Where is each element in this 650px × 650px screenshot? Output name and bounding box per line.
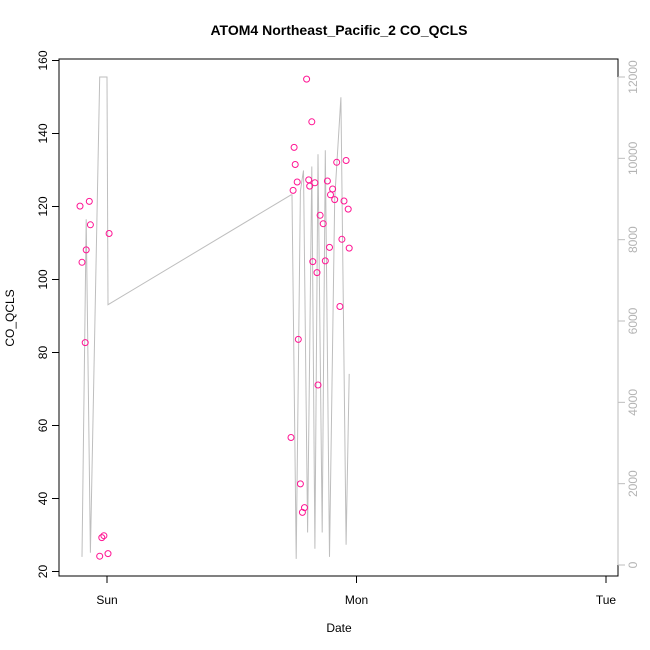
y2-tick-label: 10000	[626, 141, 640, 175]
data-point	[290, 143, 298, 151]
y2-tick-label: 6000	[626, 307, 640, 334]
data-point	[296, 480, 304, 488]
data-point	[86, 221, 94, 229]
data-point	[303, 75, 311, 83]
data-point	[289, 186, 297, 194]
data-point	[340, 197, 348, 205]
y2-tick-label: 4000	[626, 389, 640, 416]
data-point	[105, 230, 113, 237]
y-tick-label: 100	[36, 269, 50, 289]
plot-layer	[76, 75, 353, 560]
data-point	[305, 176, 313, 184]
data-point	[301, 504, 308, 512]
x-tick-label: Mon	[345, 593, 368, 607]
data-point	[333, 158, 341, 166]
data-point	[314, 381, 322, 389]
data-point	[287, 434, 295, 441]
data-point	[321, 257, 329, 265]
data-point	[76, 202, 84, 210]
y-tick-label: 140	[36, 123, 50, 143]
data-point	[96, 552, 104, 560]
y2-tick-label: 8000	[626, 226, 640, 253]
y2-tick-label: 12000	[626, 60, 640, 94]
data-point	[309, 258, 317, 266]
data-point	[319, 220, 327, 228]
data-point	[345, 244, 353, 252]
data-point	[81, 339, 89, 347]
y2-tick-label: 2000	[626, 470, 640, 497]
data-point	[291, 161, 299, 168]
y-tick-label: 80	[36, 346, 50, 360]
data-point	[98, 534, 106, 542]
data-point	[329, 185, 337, 193]
series-line	[81, 76, 350, 559]
data-point	[326, 243, 333, 251]
axes: 20 40 60 80 100 120 140 160 0 2000 4000 6000 8000 100…	[36, 50, 640, 607]
y-tick-label: 40	[36, 492, 50, 506]
data-point	[85, 197, 93, 205]
data-point	[327, 191, 334, 199]
data-point	[316, 211, 324, 219]
data-point	[313, 269, 321, 277]
data-point	[336, 303, 344, 310]
data-point	[344, 205, 352, 213]
data-point	[331, 196, 339, 204]
y-tick-label: 120	[36, 196, 50, 216]
data-point	[338, 235, 346, 243]
y2-tick-label: 0	[626, 561, 640, 568]
data-point	[104, 550, 112, 558]
data-point	[294, 335, 302, 343]
data-point	[308, 118, 316, 126]
data-point	[82, 246, 90, 254]
data-point	[78, 258, 86, 266]
data-point	[100, 532, 108, 540]
data-point	[323, 177, 331, 185]
data-point	[311, 179, 319, 187]
data-point	[293, 178, 301, 186]
x-tick-label: Sun	[96, 593, 117, 607]
chart-title: ATOM4 Northeast_Pacific_2 CO_QCLS	[210, 22, 467, 38]
y-tick-label: 60	[36, 419, 50, 433]
y-axis-label: CO_QCLS	[3, 289, 17, 346]
y-tick-label: 160	[36, 50, 50, 70]
data-point	[306, 182, 314, 190]
x-axis-label: Date	[326, 621, 352, 635]
x-tick-label: Tue	[596, 593, 617, 607]
y-tick-label: 20	[36, 565, 50, 579]
data-point	[342, 157, 350, 164]
